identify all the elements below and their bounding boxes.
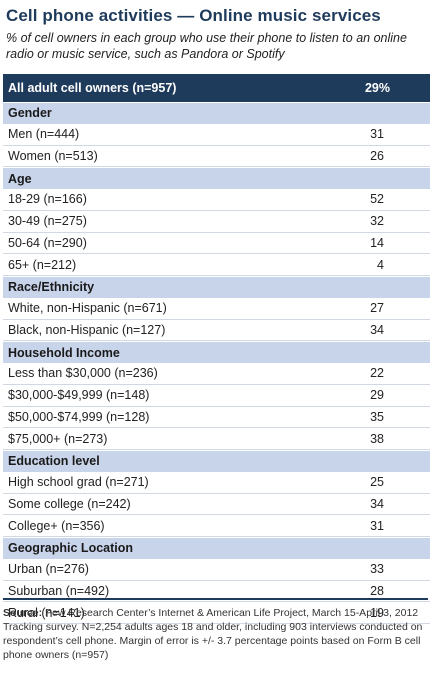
row-label: Some college (n=242) <box>8 496 131 511</box>
table-row: Less than $30,000 (n=236) 22 <box>3 363 430 385</box>
table-row: High school grad (n=271) 25 <box>3 472 430 494</box>
row-label: Urban (n=276) <box>8 562 89 577</box>
table-row: Urban (n=276) 33 <box>3 559 430 581</box>
group-header-label: Geographic Location <box>8 541 134 556</box>
row-label: College+ (n=356) <box>8 518 105 533</box>
row-value: 19 <box>370 605 384 620</box>
row-value: 28 <box>370 583 384 598</box>
row-label: $75,000+ (n=273) <box>8 431 108 446</box>
row-label: Black, non-Hispanic (n=127) <box>8 322 166 337</box>
group-header: Education level <box>3 450 430 472</box>
total-label: All adult cell owners (n=957) <box>8 81 177 95</box>
row-label: Men (n=444) <box>8 127 80 142</box>
row-value: 27 <box>370 301 384 316</box>
table-row: College+ (n=356) 31 <box>3 515 430 537</box>
row-label: 18-29 (n=166) <box>8 192 87 207</box>
row-value: 52 <box>370 192 384 207</box>
chart-title: Cell phone activities — Online music ser… <box>6 6 381 25</box>
row-value: 31 <box>370 518 384 533</box>
row-value: 32 <box>370 214 384 229</box>
table-row: Men (n=444) 31 <box>3 124 430 146</box>
row-value: 38 <box>370 431 384 446</box>
table-row: $30,000-$49,999 (n=148) 29 <box>3 385 430 407</box>
total-value: 29% <box>364 81 390 95</box>
source-text: Pew Research Center’s Internet & America… <box>3 607 423 661</box>
table-row: 18-29 (n=166) 52 <box>3 189 430 211</box>
row-value: 34 <box>370 496 384 511</box>
group-header: Age <box>3 167 430 189</box>
row-value: 26 <box>370 148 384 163</box>
group-header: Geographic Location <box>3 537 430 559</box>
total-row: All adult cell owners (n=957) 29% <box>3 74 430 102</box>
chart-subtitle: % of cell owners in each group who use t… <box>6 31 407 61</box>
row-value: 29 <box>370 388 384 403</box>
table-row: Black, non-Hispanic (n=127) 34 <box>3 320 430 342</box>
row-label: $50,000-$74,999 (n=128) <box>8 409 150 424</box>
row-label: 50-64 (n=290) <box>8 235 87 250</box>
row-label: High school grad (n=271) <box>8 475 149 490</box>
table-row: Women (n=513) 26 <box>3 146 430 168</box>
group-header: Household Income <box>3 341 430 363</box>
row-label: Suburban (n=492) <box>8 583 110 598</box>
group-header-label: Age <box>8 171 32 186</box>
group-header-label: Education level <box>8 454 100 469</box>
row-value: 22 <box>370 366 384 381</box>
table-row: $50,000-$74,999 (n=128) 35 <box>3 407 430 429</box>
table-row: White, non-Hispanic (n=671) 27 <box>3 298 430 320</box>
group-header: Gender <box>3 102 430 124</box>
group-header: Race/Ethnicity <box>3 276 430 298</box>
row-value: 31 <box>370 127 384 142</box>
row-value: 14 <box>370 235 384 250</box>
row-value: 33 <box>370 562 384 577</box>
row-label: Rural (n=141) <box>8 605 85 620</box>
group-header-label: Gender <box>8 106 52 121</box>
row-label: White, non-Hispanic (n=671) <box>8 301 167 316</box>
row-value: 25 <box>370 475 384 490</box>
source-label: Source: <box>3 607 43 619</box>
table-row: Rural (n=141) 19 <box>3 602 430 624</box>
source-note: Source: Pew Research Center’s Internet &… <box>3 598 428 662</box>
table-row: Suburban (n=492) 28 <box>3 581 430 603</box>
row-value: 35 <box>370 409 384 424</box>
data-table: All adult cell owners (n=957) 29% Gender… <box>3 74 430 624</box>
table-row: 50-64 (n=290) 14 <box>3 233 430 255</box>
group-header-label: Household Income <box>8 345 120 360</box>
row-label: $30,000-$49,999 (n=148) <box>8 388 150 403</box>
group-header-label: Race/Ethnicity <box>8 280 95 295</box>
row-label: Women (n=513) <box>8 148 98 163</box>
row-label: 65+ (n=212) <box>8 257 77 272</box>
table-row: 30-49 (n=275) 32 <box>3 211 430 233</box>
table-row: 65+ (n=212) 4 <box>3 254 430 276</box>
row-label: Less than $30,000 (n=236) <box>8 366 158 381</box>
row-value: 4 <box>377 257 384 272</box>
row-label: 30-49 (n=275) <box>8 214 87 229</box>
row-value: 34 <box>370 322 384 337</box>
table-row: $75,000+ (n=273) 38 <box>3 428 430 450</box>
table-row: Some college (n=242) 34 <box>3 494 430 516</box>
